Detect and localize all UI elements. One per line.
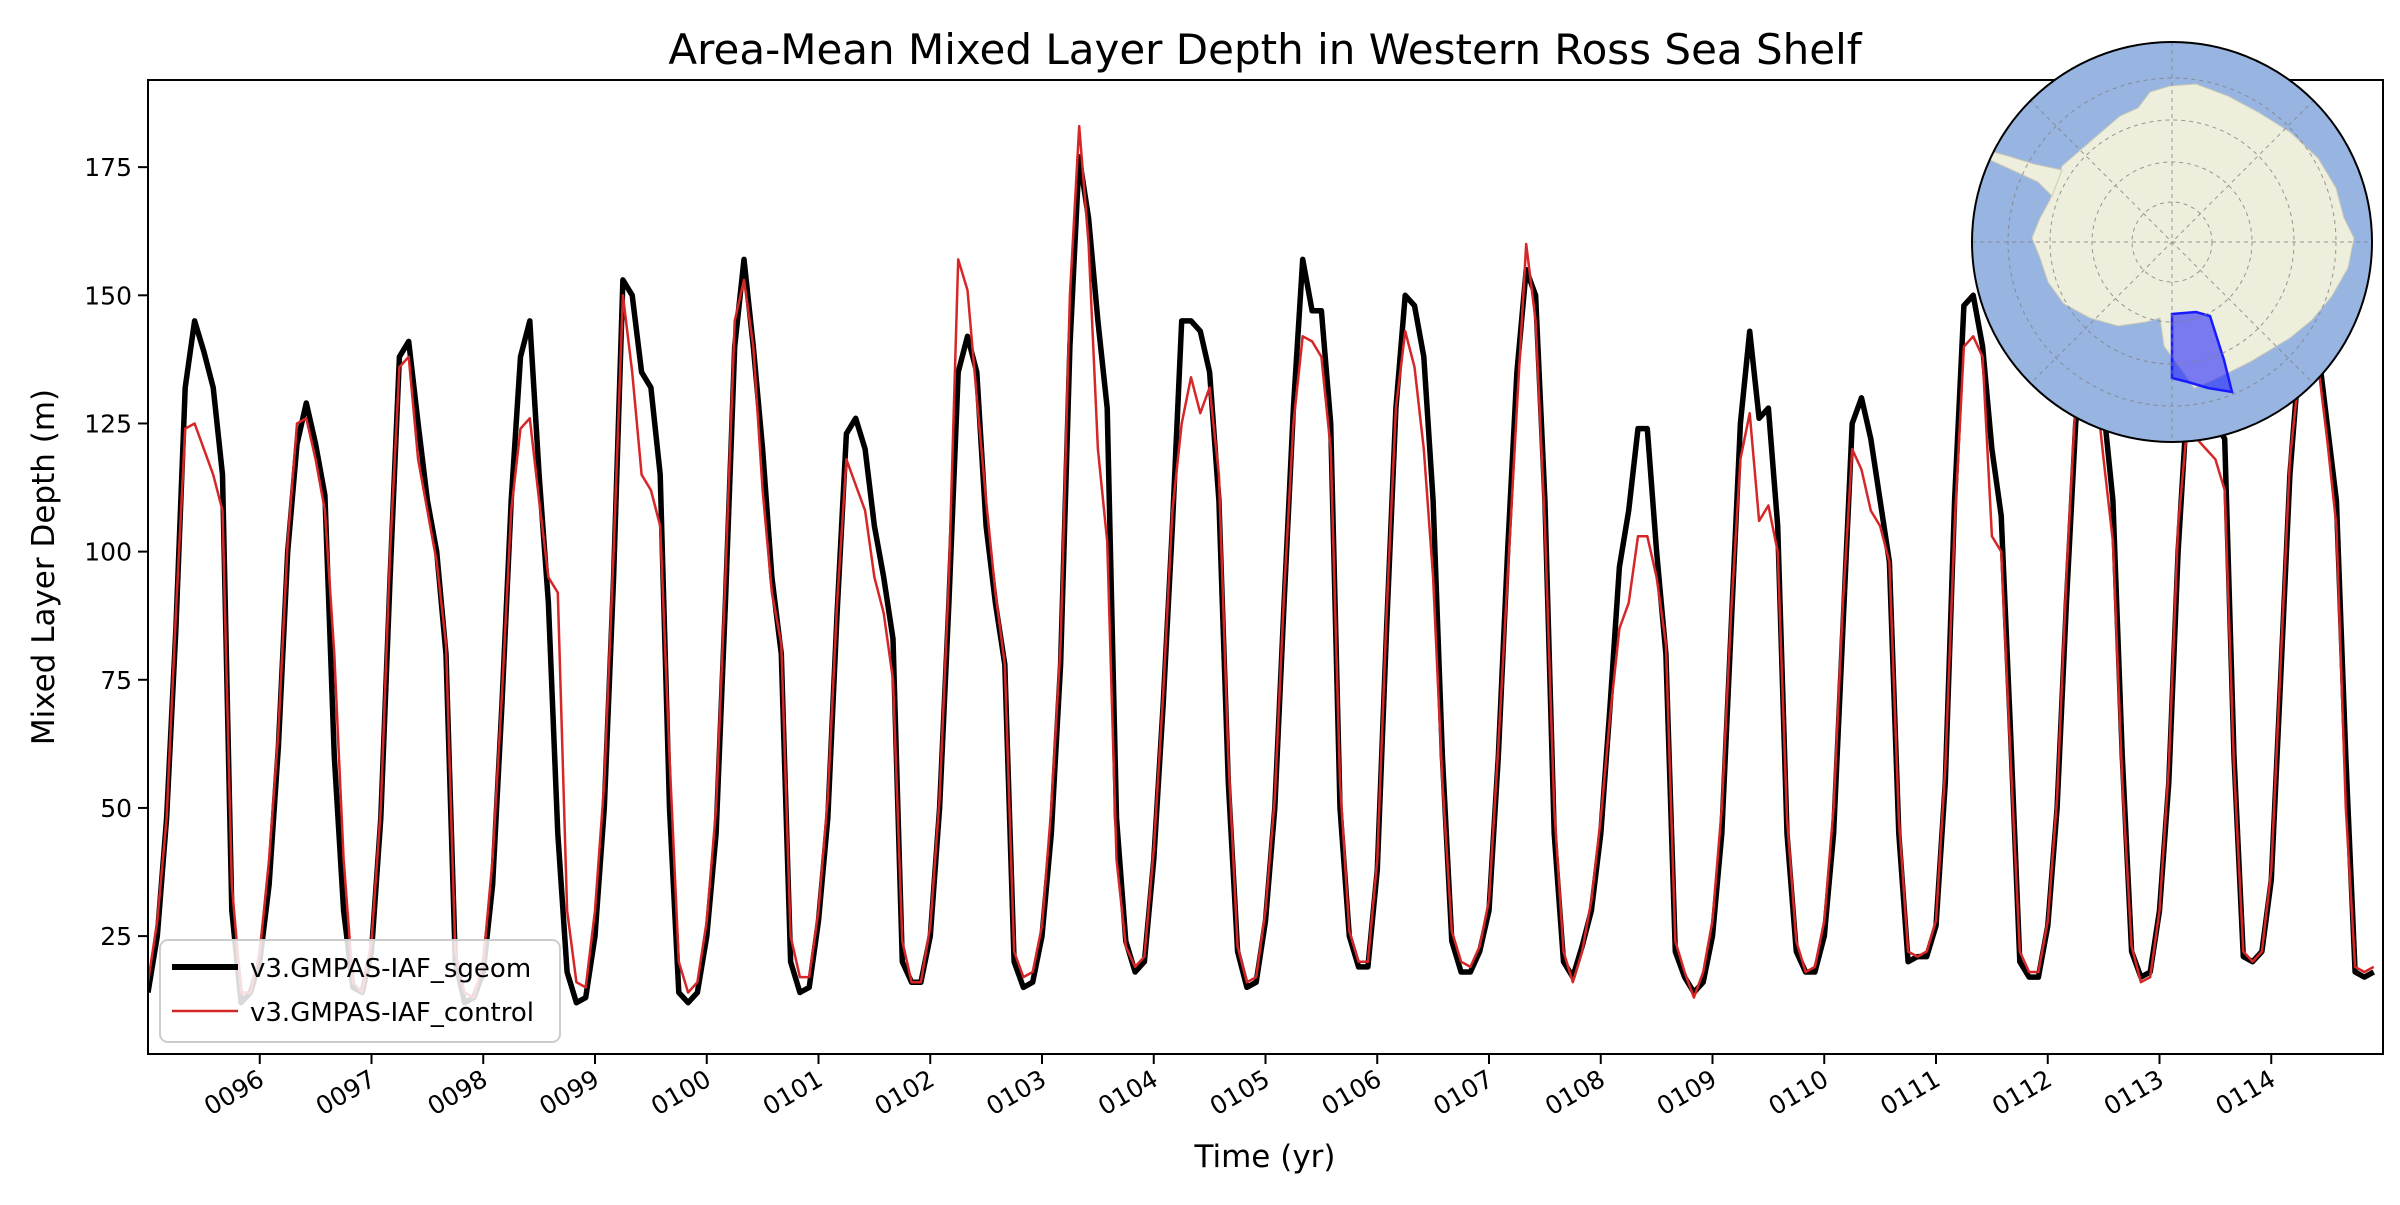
legend-label-sgeom: v3.GMPAS-IAF_sgeom (250, 954, 531, 984)
legend: v3.GMPAS-IAF_sgeom v3.GMPAS-IAF_control (159, 939, 561, 1043)
x-tick-label: 0108 (1540, 1064, 1610, 1121)
series-line-control (148, 124, 2375, 999)
x-tick-label: 0110 (1764, 1064, 1834, 1121)
x-tick-label: 0113 (2099, 1064, 2169, 1121)
y-axis: 25 50 75 100 125 150 175 (84, 153, 148, 951)
inset-map (1971, 41, 2373, 443)
x-tick-label: 0098 (423, 1064, 493, 1121)
x-axis-label: Time (yr) (1194, 1139, 1336, 1175)
plot-frame (147, 79, 2384, 1055)
x-tick-label: 0102 (870, 1064, 940, 1121)
y-tick-label: 50 (100, 794, 132, 823)
x-axis: 0096 0097 0098 0099 0100 0101 0102 0103 0104 0105… (199, 1054, 2280, 1121)
x-tick-label: 0112 (1987, 1064, 2057, 1121)
ross-sea-region (2170, 310, 2234, 394)
y-tick-label: 125 (84, 409, 132, 438)
y-tick-label: 150 (84, 281, 132, 310)
y-tick-label: 100 (84, 538, 132, 567)
x-tick-label: 0099 (534, 1064, 604, 1121)
x-tick-label: 0103 (981, 1064, 1051, 1121)
x-tick-label: 0105 (1205, 1064, 1275, 1121)
x-tick-label: 0097 (311, 1064, 381, 1121)
x-tick-label: 0104 (1093, 1064, 1163, 1121)
chart-title: Area-Mean Mixed Layer Depth in Western R… (668, 25, 1862, 74)
y-tick-label: 175 (84, 153, 132, 182)
legend-box (159, 939, 561, 1043)
x-tick-label: 0114 (2211, 1064, 2281, 1121)
inset-border (1971, 41, 2373, 443)
x-tick-label: 0111 (1875, 1064, 1945, 1121)
x-tick-label: 0100 (646, 1064, 716, 1121)
graticule (1972, 42, 2372, 442)
x-tick-label: 0096 (199, 1064, 269, 1121)
x-tick-label: 0106 (1317, 1064, 1387, 1121)
x-tick-label: 0101 (758, 1064, 828, 1121)
x-tick-label: 0107 (1428, 1064, 1498, 1121)
y-axis-label: Mixed Layer Depth (m) (26, 389, 62, 745)
y-tick-label: 75 (100, 666, 132, 695)
y-tick-label: 25 (100, 922, 132, 951)
legend-label-control: v3.GMPAS-IAF_control (250, 998, 534, 1028)
x-tick-label: 0109 (1652, 1064, 1722, 1121)
series-layer (148, 124, 2376, 1006)
